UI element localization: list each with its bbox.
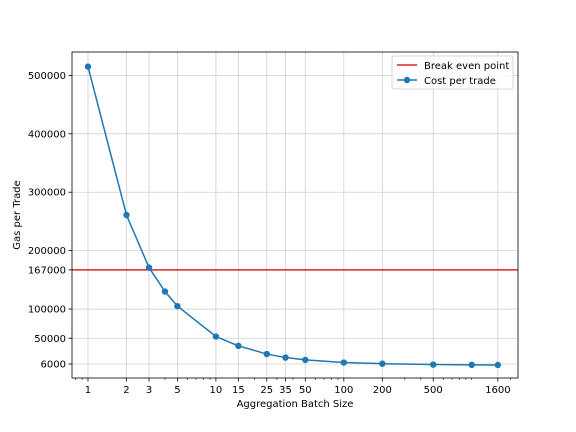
- y-axis-ticks: 6000 50000 100000 167000 200000 300000 400000 5…: [28, 71, 72, 370]
- cost-per-trade-point: [84, 63, 92, 70]
- y-tick-label: 167000: [28, 265, 66, 276]
- x-tick-label: 10: [210, 385, 223, 396]
- plot-lines: [72, 63, 518, 369]
- x-tick-label: 35: [279, 385, 292, 396]
- legend-marker-cost-per-trade: [403, 76, 411, 84]
- y-tick-label: 500000: [28, 71, 66, 82]
- cost-per-trade-point: [212, 333, 220, 340]
- legend-label-cost-per-trade: Cost per trade: [424, 76, 496, 87]
- y-tick-label: 200000: [28, 246, 66, 257]
- cost-per-trade-point: [379, 360, 386, 367]
- x-tick-label: 3: [146, 385, 152, 396]
- cost-per-trade-point: [494, 361, 502, 369]
- cost-per-trade-point: [263, 350, 271, 358]
- x-tick-label: 500: [424, 385, 443, 396]
- x-tick-label: 25: [260, 385, 273, 396]
- grid: [72, 52, 518, 378]
- cost-per-trade-point: [302, 356, 309, 364]
- x-tick-label: 15: [232, 385, 245, 396]
- cost-per-trade-point: [145, 264, 153, 271]
- legend-label-break-even: Break even point: [424, 61, 509, 72]
- cost-per-trade-point: [161, 288, 169, 295]
- x-tick-label: 50: [299, 385, 312, 396]
- cost-per-trade-point: [340, 359, 348, 366]
- cost-per-trade-point: [235, 342, 242, 350]
- cost-per-trade-point: [430, 361, 437, 368]
- cost-per-trade-point: [282, 354, 289, 361]
- x-tick-label: 1600: [485, 385, 510, 396]
- cost-per-trade-point: [123, 211, 130, 219]
- y-axis-title: Gas per Trade: [12, 180, 23, 249]
- y-tick-label: 100000: [28, 305, 66, 316]
- legend: Break even point Cost per trade: [391, 55, 514, 90]
- cost-per-trade-point: [174, 302, 181, 310]
- plot-frame: [71, 51, 519, 379]
- x-tick-label: 200: [373, 385, 392, 396]
- y-tick-label: 6000: [41, 359, 66, 370]
- x-tick-label: 100: [334, 385, 353, 396]
- cost-per-trade-point: [468, 361, 475, 369]
- x-tick-label: 2: [123, 385, 129, 396]
- x-tick-label: 5: [174, 385, 180, 396]
- legend-box: [391, 55, 514, 90]
- y-tick-label: 400000: [28, 129, 66, 140]
- x-axis-title: Aggregation Batch Size: [237, 399, 354, 410]
- x-axis-ticks: 1 2 3 5 10 15 25 35 50 100 200 500 1600: [85, 378, 511, 396]
- y-tick-label: 50000: [34, 334, 66, 345]
- y-tick-label: 300000: [28, 188, 66, 199]
- x-tick-label: 1: [85, 385, 91, 396]
